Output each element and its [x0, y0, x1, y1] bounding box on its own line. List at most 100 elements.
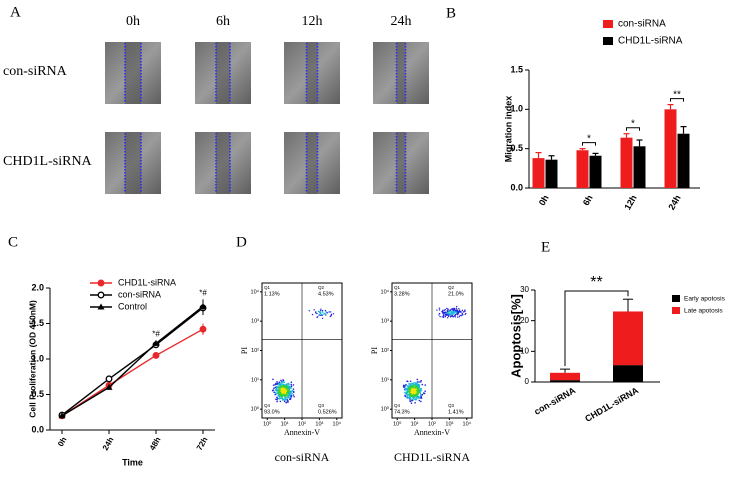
- x-tick-label: 10⁴: [463, 420, 472, 427]
- event-dot: [464, 309, 466, 311]
- event-dot: [461, 311, 463, 313]
- event-dot: [404, 385, 406, 387]
- event-dot: [436, 309, 438, 311]
- event-dot: [419, 397, 422, 399]
- event-dot: [457, 311, 459, 313]
- y-tick-label: 2.0: [31, 282, 44, 292]
- column-label: 12h: [302, 14, 323, 29]
- event-dot: [291, 392, 293, 395]
- legend-label: CHD1L-siRNA: [118, 277, 176, 287]
- event-dot: [415, 385, 417, 387]
- legend-marker: [97, 279, 105, 287]
- event-dot: [449, 313, 451, 315]
- event-dot: [272, 384, 275, 386]
- event-dot: [278, 391, 281, 393]
- x-tick-label: 6h: [581, 193, 595, 207]
- event-dot: [441, 312, 444, 314]
- point: [105, 383, 113, 390]
- event-dot: [275, 387, 278, 390]
- event-dot: [406, 387, 408, 390]
- y-axis-label: Apoptosis[%]: [508, 294, 523, 378]
- quadrant-percent: 4.53%: [318, 291, 334, 297]
- bar: [545, 159, 558, 188]
- event-dot: [290, 383, 293, 386]
- quadrant-name: Q1: [394, 285, 401, 290]
- event-dot: [286, 401, 288, 403]
- y-tick-label: 10³: [381, 319, 389, 325]
- event-dot: [317, 310, 320, 313]
- legend-label: Control: [118, 301, 147, 311]
- event-dot: [416, 385, 419, 387]
- event-dot: [412, 382, 414, 385]
- event-dot: [420, 381, 422, 383]
- event-dot: [449, 309, 452, 311]
- event-dot: [290, 381, 293, 384]
- event-dot: [276, 392, 278, 394]
- event-dot: [444, 308, 446, 311]
- quadrant-name: Q2: [448, 285, 455, 290]
- event-dot: [288, 397, 290, 399]
- x-tick-label: 10¹: [281, 421, 289, 427]
- event-dot: [439, 315, 441, 318]
- event-dot: [402, 384, 405, 387]
- significance-bracket: [582, 142, 596, 146]
- event-dot: [283, 392, 285, 394]
- event-dot: [420, 389, 422, 392]
- y-tick-label: 10¹: [381, 377, 389, 383]
- event-dot: [417, 383, 419, 386]
- event-dot: [406, 390, 409, 392]
- event-dot: [283, 400, 286, 403]
- x-tick-label: 10⁴: [333, 420, 342, 427]
- event-dot: [287, 393, 290, 395]
- event-dot: [273, 387, 275, 390]
- x-axis-label: Annexin-V: [414, 428, 450, 437]
- event-dot: [282, 379, 284, 381]
- event-dot: [420, 379, 422, 382]
- significance-bracket: [626, 127, 640, 131]
- event-dot: [442, 316, 445, 319]
- y-tick-label: 1.5: [510, 64, 523, 74]
- event-dot: [451, 311, 453, 313]
- event-dot: [411, 384, 413, 386]
- event-dot: [413, 392, 416, 395]
- point: [199, 302, 207, 309]
- x-axis-label: Time: [122, 457, 143, 467]
- significance-mark: *#: [152, 330, 160, 339]
- x-tick-label: CHD1L-siRNA: [583, 385, 640, 424]
- event-dot: [455, 307, 458, 309]
- event-dot: [447, 308, 449, 310]
- event-dot: [411, 392, 413, 395]
- event-dot: [420, 400, 422, 403]
- event-dot: [442, 309, 444, 311]
- y-tick-label: 0.0: [31, 424, 44, 434]
- event-dot: [321, 317, 324, 320]
- event-dot: [274, 386, 277, 389]
- event-dot: [416, 382, 419, 384]
- event-dot: [446, 307, 448, 310]
- event-dot: [438, 312, 441, 315]
- event-dot: [407, 393, 410, 396]
- event-dot: [406, 395, 408, 397]
- event-dot: [408, 392, 411, 395]
- x-tick-label: 10¹: [411, 421, 419, 427]
- legend-marker: [97, 291, 105, 299]
- event-dot: [414, 394, 416, 397]
- legend-label: CHD1L-siRNA: [618, 36, 683, 47]
- event-dot: [424, 384, 427, 386]
- legend-swatch: [603, 37, 613, 45]
- event-dot: [416, 389, 419, 392]
- x-axis-label: Annexin-V: [284, 428, 320, 437]
- event-dot: [455, 310, 457, 312]
- event-dot: [412, 390, 415, 392]
- event-dot: [279, 397, 282, 400]
- y-tick-label: 1.5: [31, 318, 44, 328]
- event-dot: [315, 312, 317, 314]
- significance-bracket: [564, 290, 629, 367]
- y-tick-label: 30: [520, 285, 529, 294]
- event-dot: [283, 387, 286, 390]
- event-dot: [277, 394, 280, 397]
- y-tick-label: 10²: [251, 348, 259, 354]
- event-dot: [415, 383, 417, 385]
- event-dot: [329, 311, 332, 313]
- event-dot: [278, 387, 280, 389]
